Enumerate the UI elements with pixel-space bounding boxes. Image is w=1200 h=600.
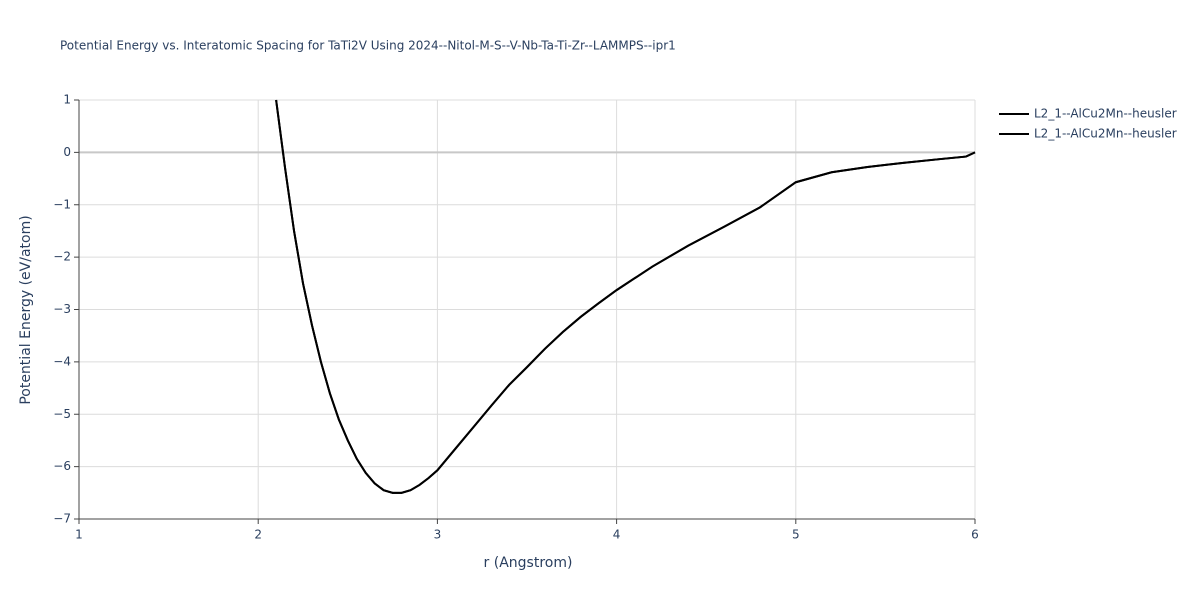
legend-label: L2_1--AlCu2Mn--heusler xyxy=(1034,107,1177,121)
x-tick-label: 6 xyxy=(971,528,979,542)
legend-label: L2_1--AlCu2Mn--heusler xyxy=(1034,127,1177,141)
line-series xyxy=(275,99,976,494)
y-tick-label: −7 xyxy=(53,512,71,526)
y-tick-label: −3 xyxy=(53,302,71,316)
y-tick-label: 0 xyxy=(63,145,71,159)
y-tick-label: −1 xyxy=(53,197,71,211)
y-tick-label: −5 xyxy=(53,407,71,421)
y-axis-label: Potential Energy (eV/atom) xyxy=(18,215,34,404)
y-tick-label: −4 xyxy=(53,354,71,368)
y-tick-label: 1 xyxy=(63,93,71,107)
y-tick-label: −6 xyxy=(53,459,71,473)
x-tick-label: 4 xyxy=(613,528,621,542)
x-tick-label: 2 xyxy=(254,528,262,542)
x-tick-label: 5 xyxy=(792,528,800,542)
x-tick-label: 1 xyxy=(75,528,83,542)
x-tick-label: 3 xyxy=(434,528,442,542)
y-tick-label: −2 xyxy=(53,250,71,264)
line-series xyxy=(275,99,976,494)
x-axis-label: r (Angstrom) xyxy=(484,555,573,571)
chart-title: Potential Energy vs. Interatomic Spacing… xyxy=(60,39,676,53)
